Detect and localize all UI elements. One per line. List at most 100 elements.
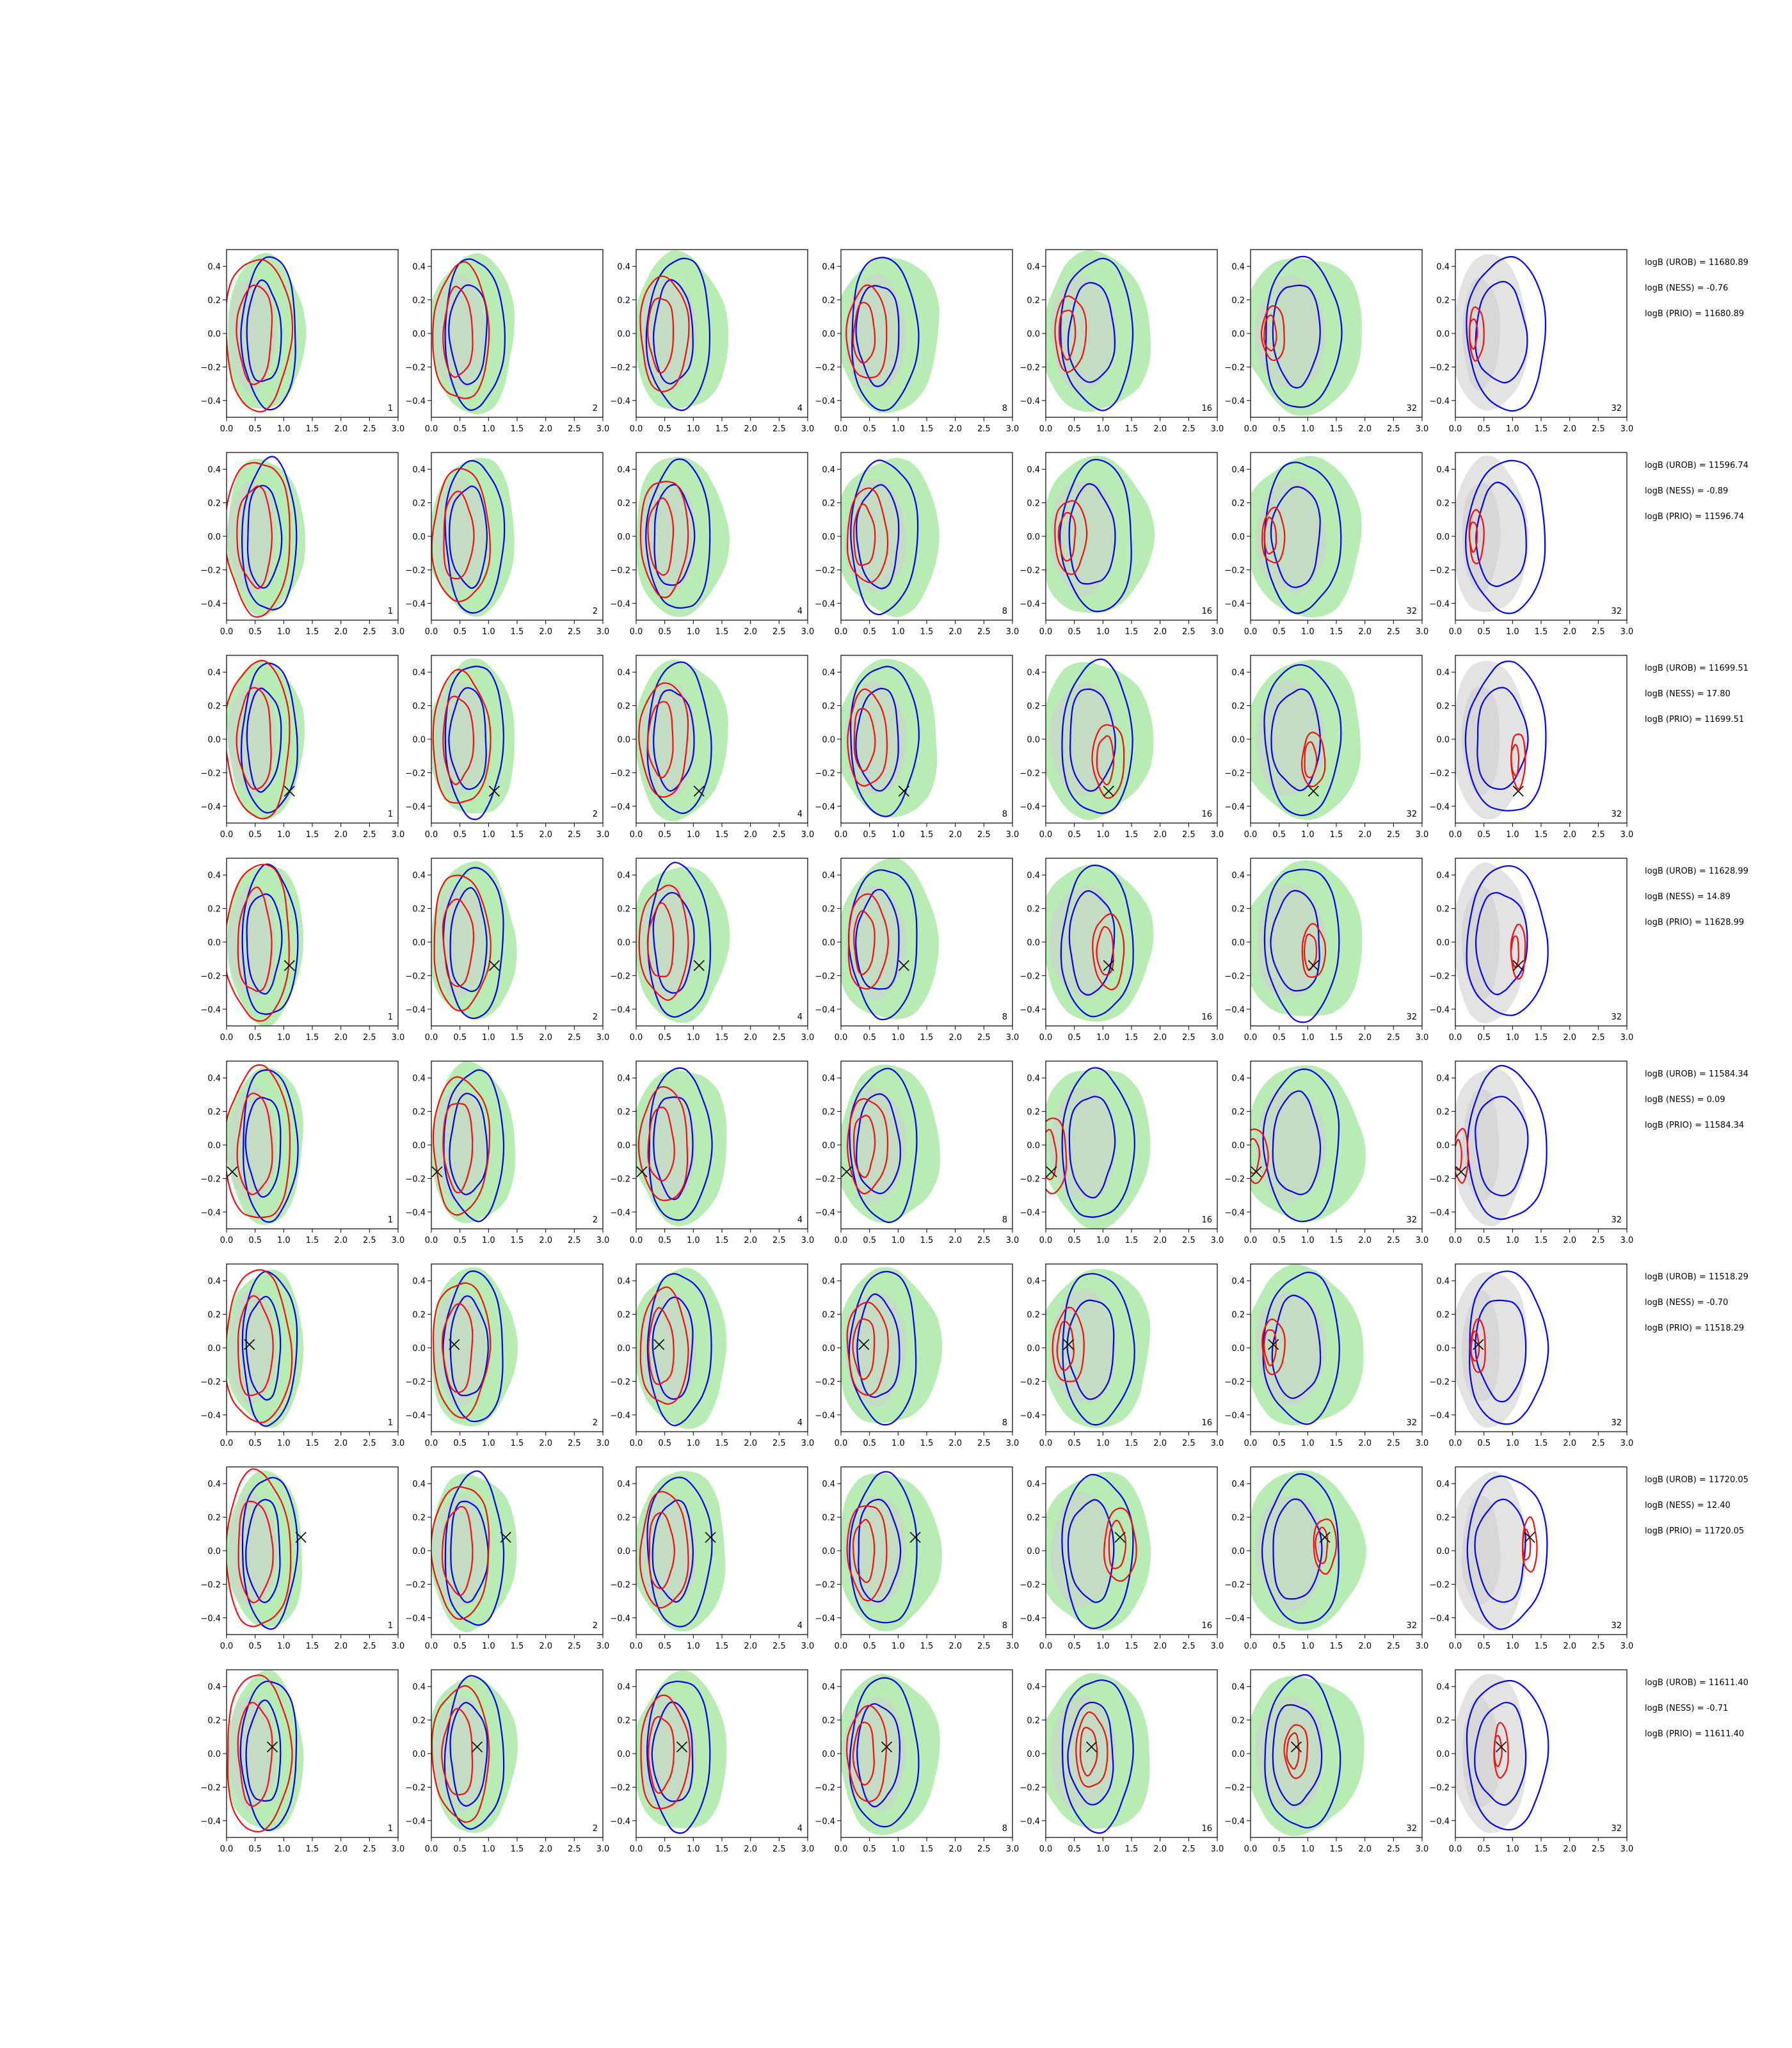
x-tick-label: 0.5 bbox=[1272, 1844, 1286, 1854]
red-outer-contour bbox=[432, 1282, 492, 1419]
x-tick-label: 0.0 bbox=[1039, 627, 1053, 637]
x-tick-label: 1.5 bbox=[920, 424, 934, 434]
x-tick-label: 1.5 bbox=[920, 1844, 934, 1854]
panel-r7-c3: 0.4 0.2 0.0 −0.2 −0.4 0.0 0.5 1.0 1.5 2.0 2.5 3.0 4 bbox=[610, 1466, 814, 1651]
blue-outer-contour bbox=[1466, 255, 1547, 412]
x-tick-label: 3.0 bbox=[1416, 627, 1429, 637]
x-tick-label: 1.5 bbox=[920, 1439, 934, 1448]
blue-inner-contour bbox=[856, 484, 900, 589]
x-tick-label: 3.0 bbox=[392, 1236, 405, 1245]
y-tick-label: 0.0 bbox=[617, 532, 630, 542]
y-tick-label: 0.0 bbox=[412, 1141, 426, 1151]
x-tick-label: 0.0 bbox=[220, 1236, 234, 1245]
x-tick-label: 1.0 bbox=[1096, 424, 1110, 434]
blue-outer-contour bbox=[1061, 658, 1133, 814]
panel-column-label: 16 bbox=[1201, 1012, 1212, 1022]
red-inner-contour bbox=[1263, 1329, 1277, 1366]
x-tick-label: 0.0 bbox=[835, 1439, 848, 1448]
blue-inner-contour bbox=[1272, 1704, 1323, 1806]
x-tick-label: 2.0 bbox=[744, 1844, 757, 1854]
red-inner-contour bbox=[852, 1318, 876, 1380]
x-tick-label: 2.5 bbox=[1182, 1033, 1196, 1043]
blue-outer-contour bbox=[645, 458, 711, 609]
y-tick-label: 0.4 bbox=[1436, 465, 1450, 475]
true-value-marker bbox=[449, 1339, 460, 1350]
true-value-marker bbox=[244, 1339, 255, 1350]
y-tick-label: 0.4 bbox=[617, 871, 630, 881]
y-tick-label: −0.4 bbox=[405, 1614, 426, 1624]
blue-inner-contour bbox=[1272, 284, 1321, 389]
blue-inner-contour bbox=[449, 485, 488, 589]
x-tick-label: 0.5 bbox=[658, 1439, 671, 1448]
y-tick-label: 0.0 bbox=[1436, 735, 1450, 745]
x-tick-label: 1.5 bbox=[1535, 1236, 1548, 1245]
x-tick-label: 1.5 bbox=[511, 627, 524, 637]
panel-column-label: 2 bbox=[593, 1621, 598, 1631]
x-tick-label: 3.0 bbox=[596, 1033, 610, 1043]
x-tick-label: 0.0 bbox=[835, 1033, 848, 1043]
x-tick-label: 1.0 bbox=[687, 1844, 700, 1854]
y-tick-label: 0.4 bbox=[207, 262, 221, 272]
x-tick-label: 0.0 bbox=[1449, 424, 1462, 434]
x-tick-label: 1.5 bbox=[1330, 627, 1343, 637]
blue-outer-contour bbox=[851, 257, 920, 412]
logb-annotation: logB (NESS) = -0.70 bbox=[1645, 1298, 1728, 1308]
y-tick-label: −0.2 bbox=[1224, 972, 1245, 981]
true-value-marker bbox=[1308, 960, 1319, 972]
blue-outer-contour bbox=[849, 1677, 920, 1828]
x-tick-label: 2.0 bbox=[1358, 1844, 1372, 1854]
blue-outer-contour bbox=[444, 1470, 505, 1626]
blue-inner-contour bbox=[245, 1699, 282, 1802]
blue-inner-contour bbox=[855, 687, 899, 792]
panel-r3-c4: 0.4 0.2 0.0 −0.2 −0.4 0.0 0.5 1.0 1.5 2.0 2.5 3.0 8 bbox=[815, 655, 1019, 840]
x-tick-label: 0.0 bbox=[425, 627, 438, 637]
x-tick-label: 0.0 bbox=[630, 1844, 643, 1854]
y-tick-label: 0.4 bbox=[617, 262, 630, 272]
x-tick-label: 2.5 bbox=[363, 627, 376, 637]
y-tick-label: −0.2 bbox=[1224, 1783, 1245, 1793]
blue-outer-contour bbox=[241, 1270, 298, 1427]
panel-column-label: 16 bbox=[1201, 1824, 1212, 1834]
red-outer-contour bbox=[638, 682, 689, 798]
true-value-marker bbox=[1251, 1166, 1262, 1178]
y-tick-label: −0.2 bbox=[200, 972, 221, 981]
logb-annotation: logB (PRIO) = 11628.99 bbox=[1645, 918, 1744, 927]
red-inner-contour bbox=[236, 284, 273, 385]
x-tick-label: 1.0 bbox=[1096, 1844, 1110, 1854]
y-tick-label: 0.4 bbox=[617, 1480, 630, 1489]
red-inner-contour bbox=[443, 490, 475, 580]
panel-r3-c7: 0.4 0.2 0.0 −0.2 −0.4 0.0 0.5 1.0 1.5 2.0 2.5 3.0 32 bbox=[1429, 655, 1633, 840]
x-tick-label: 3.0 bbox=[1416, 1642, 1429, 1651]
panel-r6-c4: 0.4 0.2 0.0 −0.2 −0.4 0.0 0.5 1.0 1.5 2.0 2.5 3.0 8 bbox=[815, 1263, 1019, 1448]
red-outer-contour bbox=[1261, 506, 1286, 564]
x-tick-label: 2.5 bbox=[568, 627, 581, 637]
x-tick-label: 0.5 bbox=[248, 424, 262, 434]
red-inner-contour bbox=[1263, 314, 1277, 352]
y-tick-label: 0.2 bbox=[617, 499, 630, 509]
x-tick-label: 1.0 bbox=[892, 830, 905, 840]
y-tick-label: 0.2 bbox=[1027, 1311, 1040, 1320]
blue-inner-contour bbox=[1067, 1701, 1114, 1805]
y-tick-label: 0.4 bbox=[1231, 871, 1245, 881]
true-value-marker bbox=[266, 1741, 278, 1753]
x-tick-label: 1.0 bbox=[1301, 830, 1315, 840]
y-tick-label: −0.4 bbox=[610, 1411, 630, 1421]
x-tick-label: 2.5 bbox=[1387, 1844, 1400, 1854]
blue-outer-contour bbox=[444, 666, 504, 820]
panel-r4-c7: 0.4 0.2 0.0 −0.2 −0.4 0.0 0.5 1.0 1.5 2.0 2.5 3.0 32 bbox=[1429, 858, 1633, 1043]
y-tick-label: −0.4 bbox=[1020, 1208, 1040, 1218]
y-tick-label: 0.2 bbox=[1436, 1108, 1450, 1117]
true-value-marker bbox=[1063, 1339, 1075, 1350]
x-tick-label: 1.0 bbox=[1506, 1642, 1519, 1651]
x-tick-label: 0.0 bbox=[1449, 830, 1462, 840]
panel-column-label: 4 bbox=[797, 1012, 803, 1022]
blue-inner-contour bbox=[1475, 481, 1527, 588]
y-tick-label: −0.2 bbox=[815, 1580, 835, 1590]
x-tick-label: 0.5 bbox=[1272, 1642, 1286, 1651]
x-tick-label: 2.5 bbox=[568, 1439, 581, 1448]
gray-density-fill bbox=[433, 1089, 487, 1203]
x-tick-label: 2.5 bbox=[1182, 627, 1196, 637]
panel-r5-c7: 0.4 0.2 0.0 −0.2 −0.4 0.0 0.5 1.0 1.5 2.0 2.5 3.0 32 bbox=[1429, 1060, 1633, 1245]
x-tick-label: 2.0 bbox=[334, 1236, 348, 1245]
panel-r2-c6: 0.4 0.2 0.0 −0.2 −0.4 0.0 0.5 1.0 1.5 2.0 2.5 3.0 32 bbox=[1224, 452, 1428, 637]
